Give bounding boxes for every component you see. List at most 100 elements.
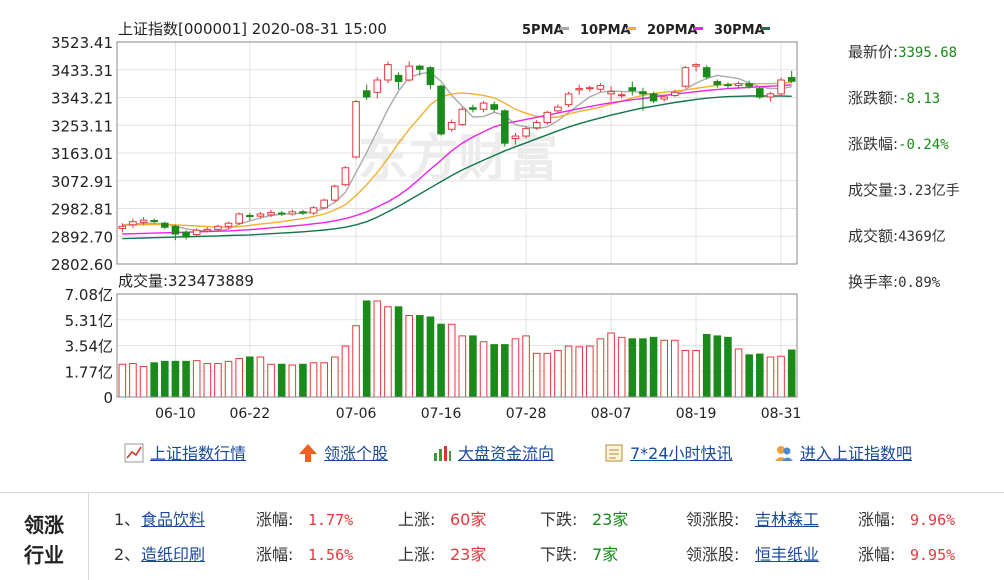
candle-body <box>426 67 435 86</box>
candle-body <box>437 85 445 135</box>
volume-bar <box>745 354 753 398</box>
industry-header: 领涨 行业 <box>0 493 89 580</box>
x-tick-label: 08-31 <box>761 406 802 422</box>
candle-body <box>596 85 605 90</box>
link-news-24h[interactable]: 7*24小时快讯 <box>604 440 733 464</box>
volume-title: 成交量:323473889 <box>118 272 254 290</box>
candle-body <box>724 84 732 87</box>
price-chart-title: 上证指数[000001] 2020-08-31 15:00 <box>118 20 387 38</box>
candle-body <box>373 79 382 93</box>
volume-bar <box>331 356 339 398</box>
candle-body <box>288 211 297 215</box>
volume-bar <box>309 362 318 398</box>
volume-bar <box>203 363 212 398</box>
volume-bar <box>224 360 233 398</box>
volume-bar <box>437 323 445 398</box>
volume-bar <box>628 338 637 398</box>
volume-bar <box>554 349 562 398</box>
volume-bar <box>734 348 743 398</box>
leader-stock-link[interactable]: 恒丰纸业 <box>755 545 820 564</box>
legend-label: 10PMA <box>580 23 631 38</box>
volume-bar <box>405 315 413 398</box>
volume-bar <box>447 323 456 398</box>
candle-body <box>532 122 541 129</box>
stat-turnover-rate: 换手率:0.89% <box>848 273 941 291</box>
candle-body <box>224 222 233 227</box>
volume-bar <box>458 335 467 398</box>
candle-body <box>299 211 307 214</box>
volume-bar <box>182 360 190 398</box>
candle-body <box>214 225 222 230</box>
candle-body <box>564 93 573 106</box>
stat-value: -0.24% <box>898 137 949 153</box>
legend-swatch <box>627 27 636 30</box>
volume-bar <box>681 349 690 398</box>
stat-change-pct: 涨跌幅:-0.24% <box>848 135 949 153</box>
watermark: 东方财富 <box>358 129 558 187</box>
volume-bar <box>299 363 307 398</box>
volume-bar <box>341 345 350 398</box>
stat-change: 涨跌额:-8.13 <box>848 89 941 107</box>
volume-bar <box>692 349 700 398</box>
x-tick-label: 08-07 <box>591 406 632 422</box>
volume-bar <box>161 360 169 398</box>
price-grid <box>117 42 797 264</box>
industry-row: 1、 食品饮料 涨幅: 1.77% 上涨: 60家 下跌: 23家 领涨股: 吉… <box>0 506 1004 534</box>
volume-tick-label: 7.08亿 <box>65 286 113 304</box>
industry-name-link[interactable]: 造纸印刷 <box>141 545 206 564</box>
candle-body <box>246 215 254 218</box>
volume-bar <box>118 363 127 398</box>
candle-body <box>607 91 615 95</box>
volume-bar <box>277 363 286 398</box>
legend-swatch <box>761 27 770 30</box>
stat-last-price: 最新价:3395.68 <box>848 43 958 61</box>
price-tick-label: 3253.11 <box>51 117 113 135</box>
leader-stock-link[interactable]: 吉林森工 <box>755 510 820 529</box>
link-index-forum[interactable]: 进入上证指数吧 <box>774 440 912 464</box>
candle-body <box>277 212 286 215</box>
candle-body <box>692 64 700 67</box>
legend-swatch <box>694 27 703 30</box>
volume-tick-label: 1.77亿 <box>65 363 113 381</box>
volume-bar <box>235 357 243 398</box>
candle-body <box>203 228 212 232</box>
x-ticks: 06-10 06-22 07-06 07-16 07-28 08-07 08-19 08-31 <box>155 406 801 422</box>
volume-bar <box>267 363 275 398</box>
link-index-quotes[interactable]: 上证指数行情 <box>124 440 246 464</box>
volume-bar <box>639 338 647 398</box>
volume-bar <box>288 364 297 398</box>
candle-body <box>309 207 318 214</box>
ma-legend: 5PMA 10PMA 20PMA 30PMA <box>522 23 770 38</box>
volume-bar <box>756 353 764 398</box>
x-tick-label: 08-19 <box>676 406 717 422</box>
x-tick-label: 07-28 <box>506 406 547 422</box>
candle-body <box>501 110 509 144</box>
link-leading-stocks[interactable]: 领涨个股 <box>298 440 388 464</box>
volume-bar <box>352 325 360 398</box>
link-capital-flow[interactable]: 大盘资金流向 <box>432 440 554 464</box>
volume-bars <box>118 300 796 398</box>
line-chart-icon <box>124 443 144 463</box>
candle-body <box>469 107 477 110</box>
price-tick-label: 3343.21 <box>51 90 113 108</box>
price-tick-label: 2892.70 <box>51 228 113 246</box>
volume-bar <box>787 349 796 398</box>
x-tick-label: 06-22 <box>229 406 270 422</box>
price-tick-label: 3072.91 <box>51 173 113 191</box>
candle-body <box>171 225 180 235</box>
volume-y-ticks: 7.08亿 5.31亿 3.54亿 1.77亿 0 <box>65 286 113 407</box>
volume-bar <box>129 363 137 398</box>
industry-name-link[interactable]: 食品饮料 <box>141 510 206 529</box>
price-tick-label: 3163.01 <box>51 145 113 163</box>
stat-volume: 成交量:3.23亿手 <box>848 181 960 199</box>
stat-value: 3.23亿手 <box>898 183 960 199</box>
volume-bar <box>139 365 148 398</box>
volume-bar <box>713 335 722 398</box>
volume-bar <box>532 352 541 398</box>
candle-body <box>511 135 520 140</box>
volume-bar <box>479 341 488 398</box>
candle-body <box>129 221 137 226</box>
candle-body <box>267 211 275 216</box>
volume-bar <box>246 356 254 398</box>
quick-links: 上证指数行情 领涨个股 大盘资金流向 7*24小时快讯 进入上证指数吧 <box>124 440 984 468</box>
